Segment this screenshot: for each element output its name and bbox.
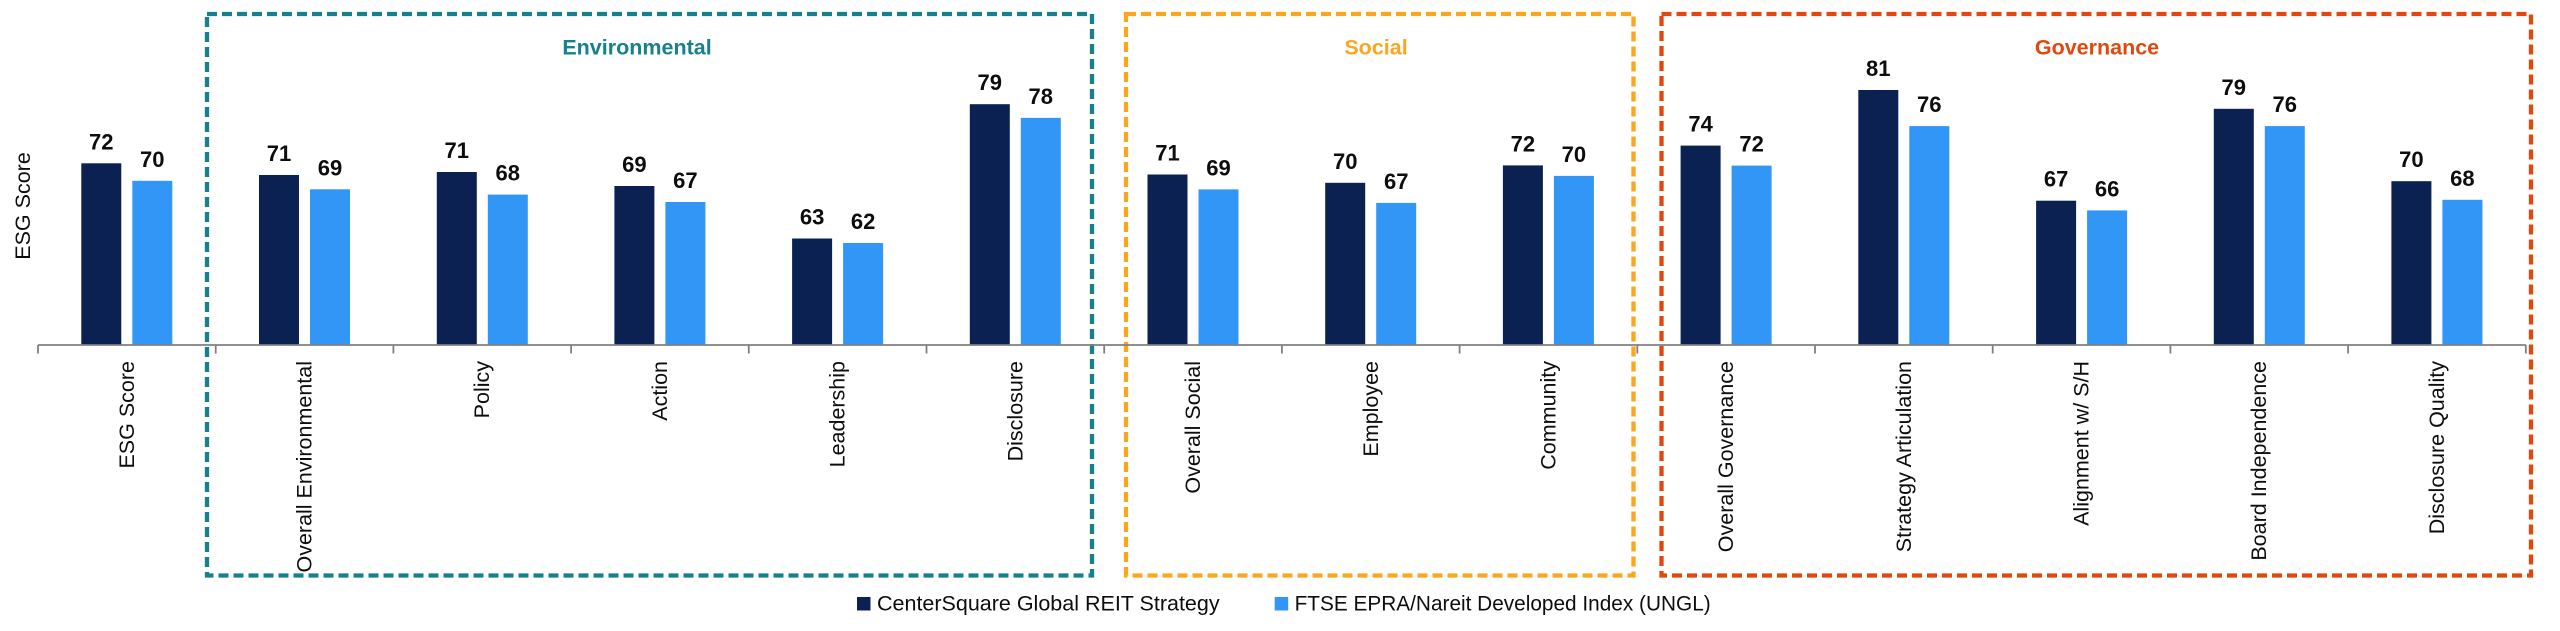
svg-text:68: 68	[496, 161, 520, 186]
svg-text:67: 67	[1384, 169, 1408, 194]
svg-text:70: 70	[1562, 142, 1586, 167]
svg-text:68: 68	[2450, 166, 2474, 191]
svg-text:Overall Governance: Overall Governance	[1714, 361, 1738, 552]
svg-text:69: 69	[622, 152, 646, 177]
svg-text:76: 76	[1917, 92, 1941, 117]
svg-text:Disclosure Quality: Disclosure Quality	[2425, 361, 2449, 534]
svg-text:ESG Score: ESG Score	[11, 152, 35, 260]
svg-text:Policy: Policy	[470, 361, 494, 419]
svg-text:67: 67	[673, 168, 697, 193]
svg-text:CenterSquare Global REIT Strat: CenterSquare Global REIT Strategy	[877, 592, 1220, 616]
svg-text:72: 72	[1739, 132, 1763, 157]
svg-text:70: 70	[140, 147, 164, 172]
svg-text:ESG Score: ESG Score	[115, 361, 139, 469]
svg-text:Disclosure: Disclosure	[1003, 361, 1027, 461]
svg-text:70: 70	[1333, 149, 1357, 174]
svg-text:69: 69	[1206, 155, 1230, 180]
svg-text:63: 63	[800, 205, 824, 230]
svg-text:66: 66	[2095, 176, 2119, 201]
svg-text:Alignment w/ S/H: Alignment w/ S/H	[2070, 361, 2094, 526]
svg-text:81: 81	[1866, 56, 1890, 81]
svg-text:Board Independence: Board Independence	[2247, 361, 2271, 561]
svg-text:72: 72	[1511, 131, 1535, 156]
svg-text:Overall Social: Overall Social	[1181, 361, 1205, 494]
svg-text:71: 71	[445, 138, 469, 163]
svg-text:Action: Action	[648, 361, 672, 421]
svg-text:Community: Community	[1536, 361, 1560, 470]
svg-text:Overall Environmental: Overall Environmental	[293, 361, 317, 573]
svg-text:Leadership: Leadership	[826, 361, 850, 467]
svg-text:62: 62	[851, 209, 875, 234]
svg-text:78: 78	[1029, 84, 1053, 109]
svg-text:71: 71	[267, 141, 291, 166]
svg-text:67: 67	[2044, 167, 2068, 192]
svg-text:69: 69	[318, 155, 342, 180]
svg-text:72: 72	[89, 129, 113, 154]
svg-text:FTSE EPRA/Nareit Developed Ind: FTSE EPRA/Nareit Developed Index (UNGL)	[1295, 593, 1711, 616]
svg-text:79: 79	[978, 70, 1002, 95]
svg-text:Employee: Employee	[1359, 361, 1383, 457]
svg-text:Governance: Governance	[2035, 36, 2159, 60]
svg-text:70: 70	[2399, 147, 2423, 172]
svg-text:74: 74	[1688, 112, 1713, 137]
svg-text:Social: Social	[1344, 36, 1407, 60]
svg-text:Environmental: Environmental	[562, 36, 711, 60]
svg-text:71: 71	[1155, 141, 1179, 166]
svg-text:79: 79	[2222, 75, 2246, 100]
svg-text:Strategy Articulation: Strategy Articulation	[1892, 361, 1916, 552]
svg-text:76: 76	[2273, 92, 2297, 117]
